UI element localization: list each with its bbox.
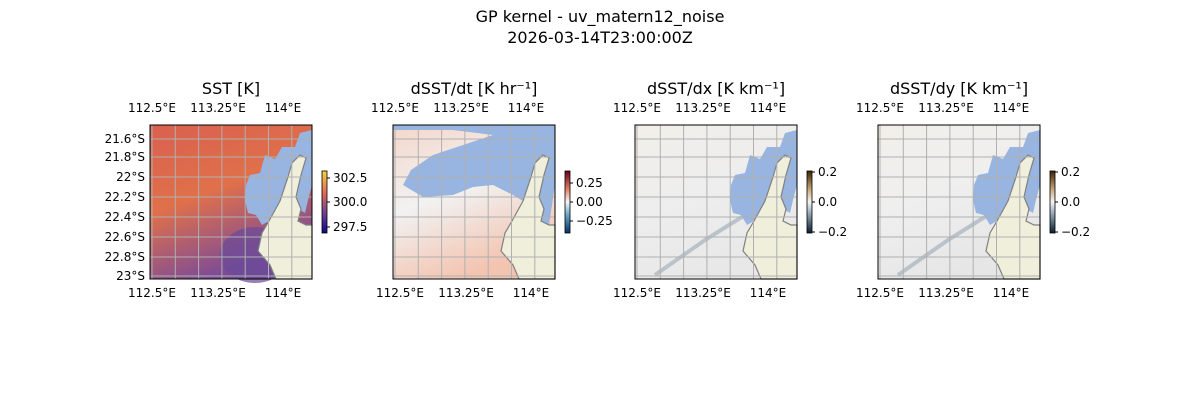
x-tick-label-bottom: 113.25°E <box>438 286 494 300</box>
colorbar-tick-label: −0.2 <box>818 225 848 239</box>
y-tick-label: 22.8°S <box>104 250 145 264</box>
y-tick-label: 23°S <box>116 269 145 283</box>
colorbar-tick-label: −0.25 <box>576 214 613 228</box>
panel-title: dSST/dy [K km⁻¹] <box>889 79 1029 98</box>
x-tick-label-top: 112.5°E <box>371 101 419 115</box>
x-tick-label-bottom: 112.5°E <box>613 286 661 300</box>
colorbar-gradient <box>564 170 571 234</box>
colorbar-tick-label: −0.2 <box>1061 225 1091 239</box>
x-tick-label-bottom: 114°E <box>512 286 550 300</box>
colorbar-tick-label: 0.0 <box>1061 195 1081 209</box>
colorbar <box>806 170 815 234</box>
colorbar <box>1049 170 1058 234</box>
panel-title: dSST/dx [K km⁻¹] <box>646 79 786 98</box>
x-tick-label-top: 114°E <box>992 101 1030 115</box>
colorbar-tick-label: 0.0 <box>818 195 838 209</box>
y-tick-label: 21.6°S <box>104 132 145 146</box>
x-tick-label-top: 113.25°E <box>675 101 731 115</box>
y-tick-label: 22°S <box>116 170 145 184</box>
panel-title: dSST/dt [K hr⁻¹] <box>410 79 538 98</box>
x-tick-label-top: 112.5°E <box>128 101 176 115</box>
axes-frame <box>877 124 1041 280</box>
axes-frame <box>392 124 556 280</box>
colorbar-gradient <box>321 170 328 234</box>
y-tick-label: 22.6°S <box>104 230 145 244</box>
x-tick-label-bottom: 112.5°E <box>376 286 424 300</box>
map-panel <box>634 124 798 280</box>
colorbar-gradient <box>1049 170 1056 234</box>
x-tick-label-top: 113.25°E <box>918 101 974 115</box>
x-tick-label-bottom: 112.5°E <box>856 286 904 300</box>
gradient-front <box>896 213 990 277</box>
x-tick-label-top: 112.5°E <box>613 101 661 115</box>
map-panel <box>392 124 556 280</box>
x-tick-label-top: 112.5°E <box>856 101 904 115</box>
x-tick-label-bottom: 113.25°E <box>675 286 731 300</box>
colorbar-gradient <box>806 170 813 234</box>
figure-title: GP kernel - uv_matern12_noise <box>475 7 725 26</box>
x-tick-label-top: 113.25°E <box>190 101 246 115</box>
map-panel <box>877 124 1041 280</box>
x-tick-label-top: 114°E <box>507 101 545 115</box>
axes-frame <box>634 124 798 280</box>
y-tick-label: 21.8°S <box>104 150 145 164</box>
colorbar-tick-label: 0.2 <box>818 165 838 179</box>
x-tick-label-top: 113.25°E <box>433 101 489 115</box>
axes-frame <box>149 124 313 280</box>
masked-region <box>393 125 555 225</box>
colorbar-tick-label: 0.2 <box>1061 165 1081 179</box>
x-tick-label-bottom: 113.25°E <box>190 286 246 300</box>
x-tick-label-top: 114°E <box>264 101 302 115</box>
y-tick-label: 22.4°S <box>104 210 145 224</box>
colorbar-tick-label: 0.25 <box>576 176 603 190</box>
colorbar-tick-label: 302.5 <box>333 171 368 185</box>
x-tick-label-top: 114°E <box>749 101 787 115</box>
colorbar-tick-label: 297.5 <box>333 220 368 234</box>
gradient-front <box>653 213 747 277</box>
figure-subtitle: 2026-03-14T23:00:00Z <box>507 28 693 47</box>
colorbar-tick-label: 300.0 <box>333 195 368 209</box>
map-panel <box>149 124 313 283</box>
colorbar <box>564 170 573 234</box>
colorbar <box>321 170 330 234</box>
x-tick-label-bottom: 114°E <box>992 286 1030 300</box>
panel-title: SST [K] <box>201 79 261 98</box>
y-tick-label: 22.2°S <box>104 190 145 204</box>
x-tick-label-bottom: 112.5°E <box>128 286 176 300</box>
x-tick-label-bottom: 114°E <box>264 286 302 300</box>
x-tick-label-bottom: 114°E <box>749 286 787 300</box>
x-tick-label-bottom: 113.25°E <box>918 286 974 300</box>
colorbar-tick-label: 0.00 <box>576 195 603 209</box>
